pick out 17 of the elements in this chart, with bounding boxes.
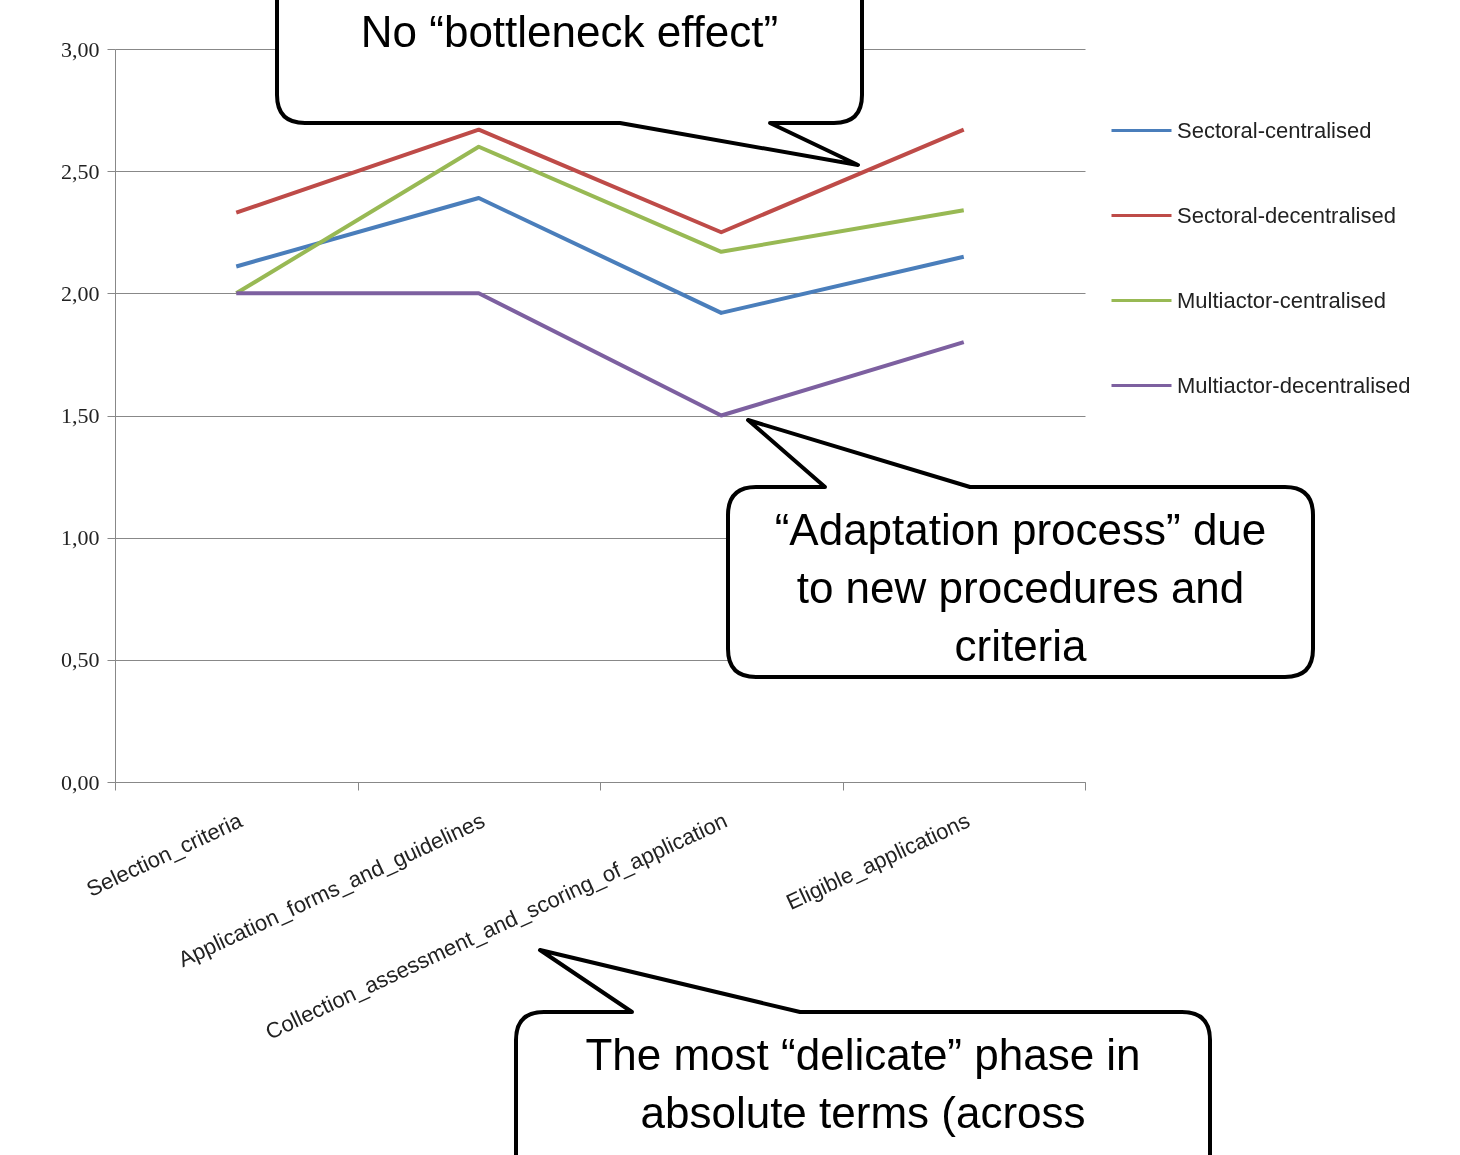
y-tick-label: 1,50 — [61, 403, 100, 428]
y-tick-label: 0,00 — [61, 769, 100, 795]
speech-bubble: The most “delicate” phase in absolute terms (across — [512, 946, 1214, 1155]
y-tick-label: 1,00 — [61, 525, 100, 551]
legend-label: Multiactor-centralised — [1177, 287, 1387, 313]
y-tick-label: 2,50 — [61, 158, 100, 184]
legend-label: Sectoral-decentralised — [1177, 202, 1396, 228]
y-tick-label: 3,00 — [61, 36, 100, 62]
annotation: No “bottleneck effect” — [360, 7, 779, 56]
annotation: “Adaptation process” due to new procedures and criteria — [774, 505, 1267, 670]
legend-label: Sectoral-centralised — [1177, 117, 1372, 143]
y-tick-label: 0,50 — [61, 647, 100, 673]
speech-bubble: No “bottleneck effect” — [273, 0, 866, 169]
line-series — [234, 196, 966, 315]
y-tick-label: 2,00 — [61, 280, 100, 306]
legend-label: Multiactor-decentralised — [1177, 372, 1411, 398]
speech-bubble: “Adaptation process” due to new procedures and criteria — [724, 416, 1317, 681]
